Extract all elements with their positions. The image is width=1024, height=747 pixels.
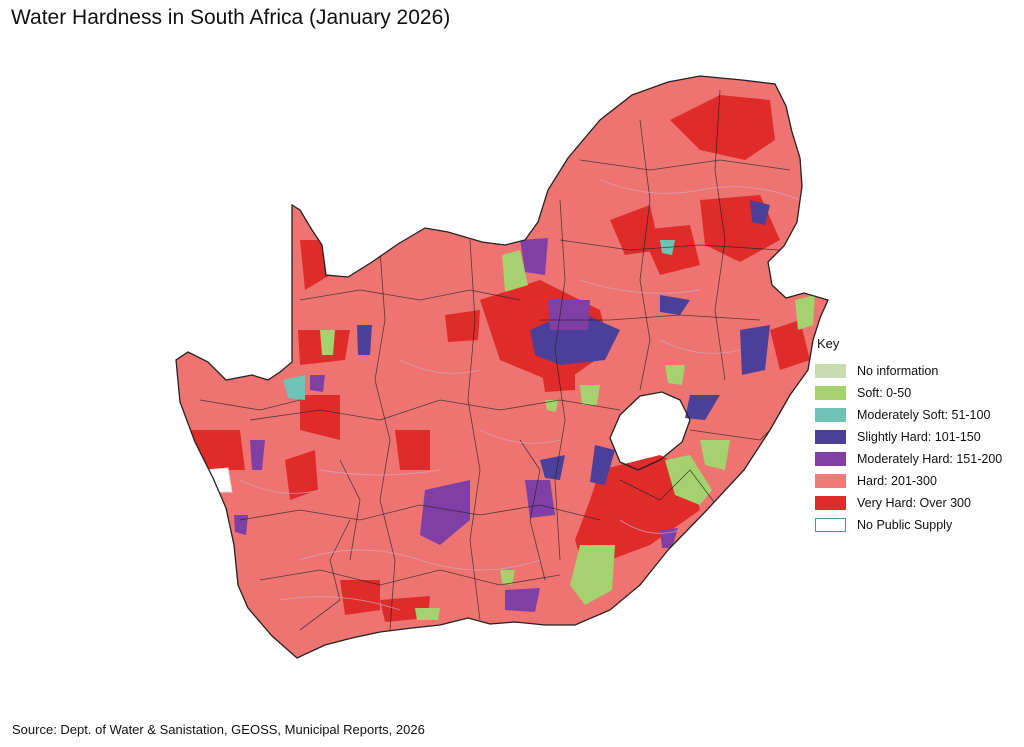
legend-swatch bbox=[815, 364, 846, 378]
legend-swatch bbox=[815, 452, 846, 466]
legend-swatch bbox=[815, 496, 846, 510]
legend-items: No information Soft: 0-50 Moderately Soft:… bbox=[815, 360, 1020, 536]
map-title: Water Hardness in South Africa (January … bbox=[11, 6, 451, 29]
moderately-hard-zones bbox=[234, 238, 678, 612]
legend-title: Key bbox=[817, 336, 840, 351]
legend-swatch bbox=[815, 408, 846, 422]
source-note: Source: Dept. of Water & Sanistation, GE… bbox=[12, 722, 425, 737]
municipal-borders bbox=[199, 89, 801, 631]
legend-swatch bbox=[815, 386, 846, 400]
legend-item: Slightly Hard: 101-150 bbox=[815, 426, 1020, 448]
legend-label: Very Hard: Over 300 bbox=[857, 496, 971, 510]
legend-swatch bbox=[815, 474, 846, 488]
legend-item: Very Hard: Over 300 bbox=[815, 492, 1020, 514]
legend-label: Hard: 201-300 bbox=[857, 474, 937, 488]
legend-label: Soft: 0-50 bbox=[857, 386, 912, 400]
legend-label: Slightly Hard: 101-150 bbox=[857, 430, 981, 444]
no-public-supply-zone bbox=[204, 467, 233, 493]
legend-label: No information bbox=[857, 364, 939, 378]
legend-item: Soft: 0-50 bbox=[815, 382, 1020, 404]
map-legend: Key No information Soft: 0-50 Moderately S… bbox=[815, 336, 1020, 536]
country-border bbox=[175, 75, 829, 659]
legend-label: Moderately Hard: 151-200 bbox=[857, 452, 1003, 466]
legend-item: Hard: 201-300 bbox=[815, 470, 1020, 492]
legend-item: Moderately Soft: 51-100 bbox=[815, 404, 1020, 426]
legend-label: No Public Supply bbox=[857, 518, 953, 532]
legend-label: Moderately Soft: 51-100 bbox=[857, 408, 991, 422]
legend-item: No Public Supply bbox=[815, 514, 1020, 536]
rivers bbox=[239, 179, 801, 611]
soft-zones bbox=[320, 250, 815, 620]
legend-item: No information bbox=[815, 360, 1020, 382]
legend-swatch bbox=[815, 518, 846, 532]
legend-swatch bbox=[815, 430, 846, 444]
legend-item: Moderately Hard: 151-200 bbox=[815, 448, 1020, 470]
